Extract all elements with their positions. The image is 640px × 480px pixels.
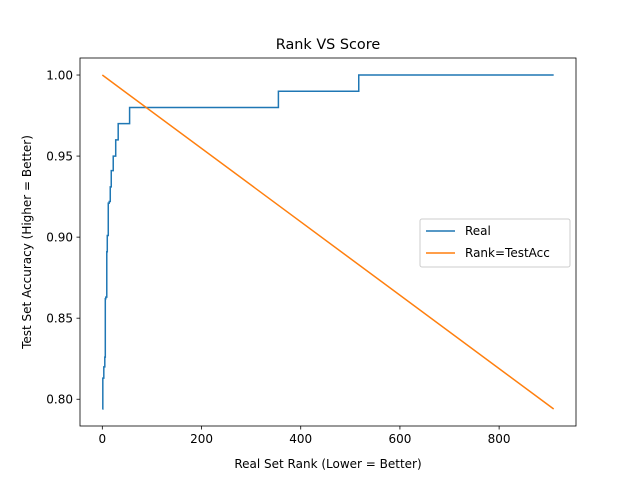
series-line-rank-testacc: [101, 74, 555, 410]
y-tick-label: 1.00: [46, 68, 73, 82]
legend-label-rank-testacc: Rank=TestAcc: [465, 246, 550, 260]
axes-frame: [79, 57, 577, 427]
y-tick-label: 0.95: [46, 149, 73, 163]
legend-label-real: Real: [465, 224, 491, 238]
y-tick-label: 0.80: [46, 393, 73, 407]
y-tick-label: 0.85: [46, 311, 73, 325]
x-tick-label: 200: [190, 432, 213, 446]
legend-box: [419, 218, 571, 268]
x-tick-label: 800: [488, 432, 511, 446]
series-line-real: [102, 74, 554, 410]
y-axis-label: Test Set Accuracy (Higher = Better): [20, 135, 34, 350]
x-axis-label: Real Set Rank (Lower = Better): [234, 457, 421, 471]
legend: Real Rank=TestAcc: [419, 218, 571, 268]
plot-area: 0 200 400 600 800 0.80 0.85 0.90 0.95 1.00: [46, 57, 577, 446]
x-tick-label: 0: [98, 432, 106, 446]
chart-title: Rank VS Score: [276, 37, 381, 53]
x-tick-label: 400: [289, 432, 312, 446]
y-tick-label: 0.90: [46, 230, 73, 244]
x-tick-label: 600: [388, 432, 411, 446]
